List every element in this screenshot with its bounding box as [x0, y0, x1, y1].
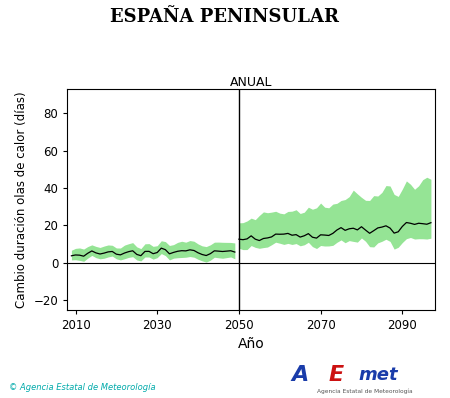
Text: Agencia Estatal de Meteorología: Agencia Estatal de Meteorología: [317, 389, 412, 394]
Text: A: A: [292, 365, 309, 385]
Y-axis label: Cambio duración olas de calor (días): Cambio duración olas de calor (días): [15, 91, 28, 308]
Text: met: met: [358, 366, 398, 384]
Title: ANUAL: ANUAL: [230, 76, 272, 89]
Text: © Agencia Estatal de Meteorología: © Agencia Estatal de Meteorología: [9, 383, 156, 392]
Text: ESPAÑA PENINSULAR: ESPAÑA PENINSULAR: [111, 8, 339, 26]
X-axis label: Año: Año: [238, 337, 265, 351]
Text: E: E: [329, 365, 344, 385]
